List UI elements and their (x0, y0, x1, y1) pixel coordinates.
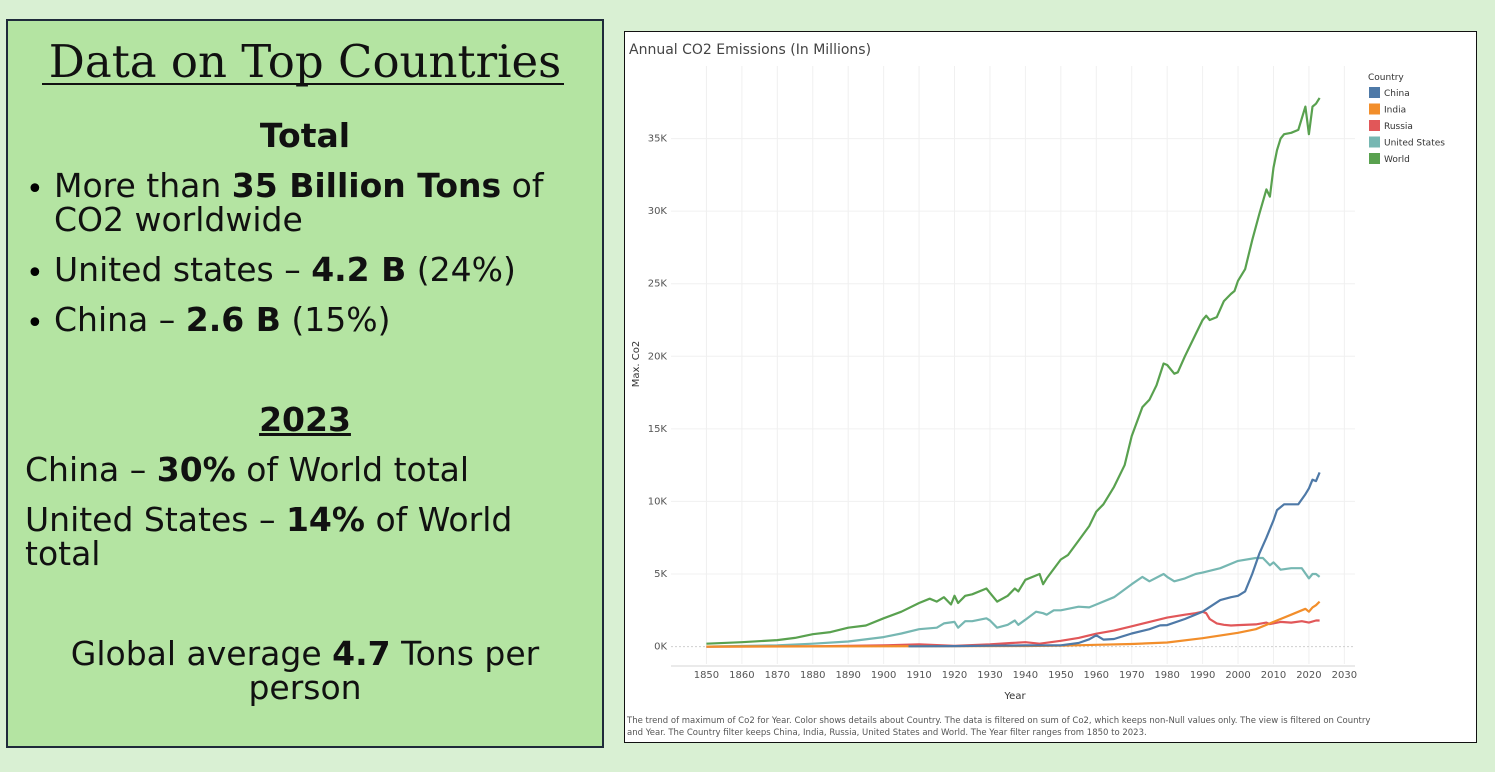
bullet-dot: • (26, 172, 44, 207)
legend-swatch (1369, 153, 1380, 164)
bullet-dot: • (26, 306, 44, 341)
x-tick-label: 2010 (1261, 670, 1286, 681)
series-line-china (908, 471, 1321, 648)
china-share: China – 30% of World total (25, 453, 469, 487)
chart-title: Annual CO2 Emissions (In Millions) (629, 42, 871, 58)
x-tick-label: 1890 (835, 670, 860, 681)
legend-label: India (1384, 106, 1406, 116)
bullet-text: (24%) (406, 250, 516, 289)
legend-label: China (1384, 89, 1410, 99)
bullet-united-states: United states – 4.2 B (24%) (54, 253, 516, 287)
chart-series (706, 97, 1321, 648)
x-axis-title: Year (1003, 691, 1026, 702)
bullet-text: China – (54, 300, 186, 339)
x-tick-label: 1970 (1119, 670, 1144, 681)
bullet-china: China – 2.6 B (15%) (54, 303, 390, 337)
chart-panel: Annual CO2 Emissions (In Millions) 0K 5K 1… (624, 31, 1477, 743)
chart-grid (671, 66, 1355, 667)
x-tick-label: 2020 (1296, 670, 1321, 681)
x-tick-label: 1960 (1084, 670, 1109, 681)
x-tick-label: 1940 (1013, 670, 1038, 681)
bullet-value: 35 Billion Tons (231, 166, 502, 205)
y-tick-label: 25K (648, 279, 668, 290)
share-value: 30% (156, 450, 236, 489)
average-value: 4.7 (332, 634, 391, 673)
legend-swatch (1369, 87, 1380, 98)
bullet-text: United states – (54, 250, 312, 289)
bullet-text: (15%) (280, 300, 391, 339)
x-tick-label: 1870 (765, 670, 790, 681)
series-line-russia (706, 610, 1320, 648)
total-heading: Total (259, 116, 351, 155)
us-share: United States – 14% of World total (25, 503, 512, 571)
y-tick-label: 35K (648, 134, 668, 145)
x-tick-label: 1900 (871, 670, 896, 681)
global-average: Global average 4.7 Tons per person (8, 637, 602, 705)
y-tick-label: 10K (648, 496, 668, 507)
series-line-world (706, 97, 1321, 645)
share-text: of World total (235, 450, 470, 489)
bullet-text: of (501, 166, 544, 205)
average-text-line2: person (248, 668, 362, 707)
legend: Country China India Russia United States Wor… (1368, 73, 1445, 165)
legend-swatch (1369, 136, 1380, 148)
y-axis-title: Max. Co2 (631, 341, 642, 388)
share-text: United States – (25, 500, 286, 539)
y-tick-label: 15K (648, 424, 668, 435)
bullet-dot: • (26, 256, 44, 291)
emissions-chart: Annual CO2 Emissions (In Millions) 0K 5K 1… (629, 42, 1445, 702)
year-heading: 2023 (259, 400, 351, 439)
legend-title: Country (1368, 73, 1404, 83)
bullet-text-line2: CO2 worldwide (54, 200, 303, 239)
y-tick-label: 5K (654, 569, 667, 580)
legend-label: Russia (1384, 122, 1413, 132)
x-tick-label: 1990 (1190, 670, 1215, 681)
x-tick-label: 1950 (1048, 670, 1073, 681)
y-tick-label: 20K (648, 351, 668, 362)
average-text: Global average (70, 634, 333, 673)
legend-label: United States (1384, 139, 1445, 149)
x-axis-ticks: 1850 1860 1870 1880 1890 1900 1910 1920 1930 1940… (694, 670, 1357, 681)
share-text: of World (364, 500, 513, 539)
average-text: Tons per (390, 634, 540, 673)
legend-swatch (1369, 120, 1380, 131)
x-tick-label: 1880 (800, 670, 825, 681)
y-axis-ticks: 0K 5K 10K 15K 20K 25K 30K 35K (648, 134, 668, 653)
y-tick-label: 30K (648, 206, 668, 217)
series-line-united-states (706, 556, 1321, 648)
x-tick-label: 1980 (1154, 670, 1179, 681)
share-value: 14% (285, 500, 365, 539)
heading-underline (42, 83, 564, 85)
x-tick-label: 2030 (1332, 670, 1357, 681)
share-text: China – (25, 450, 157, 489)
legend-label: World (1384, 155, 1410, 165)
panel-heading: Data on Top Countries (48, 35, 562, 88)
summary-panel: Data on Top Countries Total • More than … (6, 19, 604, 748)
share-text-line2: total (25, 534, 101, 573)
bullet-value: 2.6 B (185, 300, 281, 339)
bullet-text: More than (54, 166, 232, 205)
bullet-worldwide: More than 35 Billion Tons of CO2 worldwid… (54, 169, 544, 237)
x-tick-label: 1860 (729, 670, 754, 681)
x-tick-label: 1930 (977, 670, 1002, 681)
x-tick-label: 1920 (942, 670, 967, 681)
legend-swatch (1369, 103, 1380, 115)
y-tick-label: 0K (654, 642, 667, 653)
chart-caption: The trend of maximum of Co2 for Year. Co… (627, 716, 1371, 738)
x-tick-label: 2000 (1225, 670, 1250, 681)
bullet-value: 4.2 B (311, 250, 407, 289)
x-tick-label: 1910 (906, 670, 931, 681)
x-tick-label: 1850 (694, 670, 719, 681)
